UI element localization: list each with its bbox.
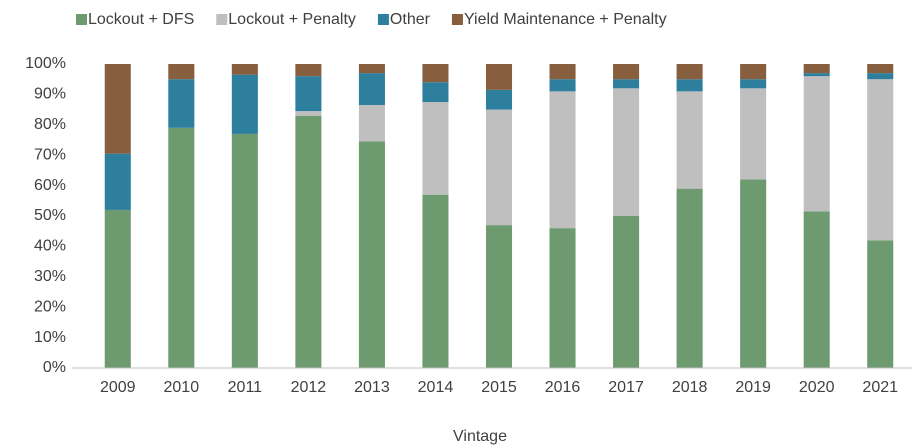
bar-segment <box>422 194 449 368</box>
y-tick-label: 50% <box>34 207 66 224</box>
bar-segment <box>803 64 830 74</box>
y-tick-label: 90% <box>34 86 66 103</box>
bar-segment <box>740 179 767 368</box>
x-tick-label: 2011 <box>228 379 263 396</box>
bar-segment <box>295 76 322 112</box>
bar-segment <box>295 64 322 77</box>
legend-label: Lockout + DFS <box>88 11 194 28</box>
bar-segment <box>549 64 576 80</box>
bar-segment <box>676 79 703 92</box>
bar-segment <box>485 225 513 368</box>
bar-segment <box>740 79 767 89</box>
bar-segment <box>676 188 703 368</box>
bar-segment <box>231 64 258 75</box>
legend-swatch <box>76 14 87 25</box>
bar-segment <box>168 64 195 80</box>
bar-segment <box>231 133 258 368</box>
bar-segment <box>358 64 385 74</box>
bar-segment <box>358 105 385 142</box>
bar-segment <box>168 79 195 128</box>
bar-segment <box>231 74 258 134</box>
bar-segment <box>613 216 640 368</box>
bar-segment <box>549 228 576 368</box>
y-tick-label: 60% <box>34 177 66 194</box>
legend-swatch <box>216 14 228 25</box>
bar-segment <box>104 64 131 154</box>
bar-segment <box>676 91 703 189</box>
legend-swatch <box>377 14 389 25</box>
bar-segment <box>422 82 449 102</box>
bar-segment <box>613 88 640 216</box>
bar-segment <box>803 76 830 212</box>
x-tick-label: 2016 <box>545 379 581 396</box>
bar-segment <box>867 64 894 74</box>
bar-segment <box>485 109 513 226</box>
bar-segment <box>168 127 195 368</box>
bar-segment <box>549 91 576 229</box>
bar-segment <box>295 111 322 116</box>
x-tick-label: 2013 <box>354 379 390 396</box>
bar-segment <box>740 88 767 180</box>
bar-segment <box>867 73 894 80</box>
bar-segment <box>867 79 894 241</box>
legend-label: Yield Maintenance + Penalty <box>464 11 667 28</box>
x-tick-label: 2010 <box>164 379 200 396</box>
bar-segment <box>867 240 894 368</box>
x-tick-label: 2015 <box>481 379 517 396</box>
x-tick-label: 2019 <box>735 379 771 396</box>
bar-segment <box>485 89 513 110</box>
x-axis-label: Vintage <box>453 428 507 445</box>
legend-label: Lockout + Penalty <box>228 11 356 28</box>
bar-segment <box>295 115 322 369</box>
y-tick-label: 70% <box>34 146 66 163</box>
bar-segment <box>803 211 830 368</box>
legend-label: Other <box>390 11 431 28</box>
x-tick-label: 2009 <box>100 379 136 396</box>
x-tick-label: 2012 <box>291 379 327 396</box>
bar-segment <box>422 102 449 195</box>
y-tick-label: 20% <box>34 298 66 315</box>
bar-segment <box>613 79 640 89</box>
bar-segment <box>803 73 830 77</box>
bar-segment <box>485 64 513 90</box>
bar-segment <box>104 209 131 368</box>
bar-segment <box>104 153 131 210</box>
bar-segment <box>740 64 767 80</box>
x-tick-label: 2020 <box>799 379 835 396</box>
x-tick-label: 2017 <box>608 379 644 396</box>
x-tick-label: 2021 <box>862 379 898 396</box>
y-tick-label: 100% <box>25 55 66 72</box>
y-tick-label: 0% <box>43 359 66 376</box>
bar-segment <box>676 64 703 80</box>
y-tick-label: 10% <box>34 329 66 346</box>
y-tick-label: 40% <box>34 238 66 255</box>
bar-segment <box>358 141 385 368</box>
x-tick-label: 2014 <box>418 379 454 396</box>
bar-segment <box>549 79 576 92</box>
bar-segment <box>613 64 640 80</box>
y-tick-label: 30% <box>34 268 66 285</box>
bar-segment <box>422 64 449 83</box>
legend-swatch <box>451 14 463 25</box>
bar-segment <box>358 73 385 106</box>
x-tick-label: 2018 <box>672 379 708 396</box>
y-tick-label: 80% <box>34 116 66 133</box>
